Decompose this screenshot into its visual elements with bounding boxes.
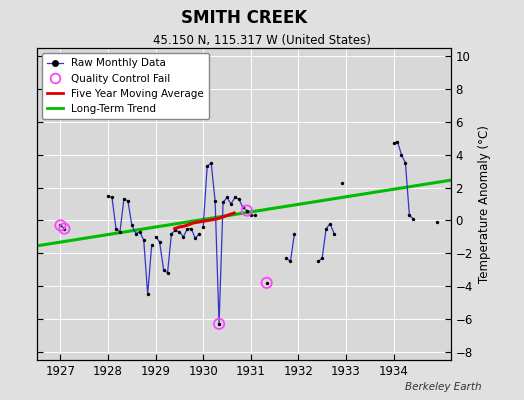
Point [171, 227, 180, 234]
Point [263, 280, 271, 286]
Point [401, 160, 410, 166]
Point [124, 198, 132, 204]
Point [243, 207, 251, 214]
Point [405, 212, 413, 219]
Point [394, 138, 402, 145]
Point [60, 226, 69, 232]
Legend: Raw Monthly Data, Quality Control Fail, Five Year Moving Average, Long-Term Tren: Raw Monthly Data, Quality Control Fail, … [42, 53, 209, 119]
Point [231, 194, 239, 201]
Point [175, 229, 183, 235]
Point [223, 194, 231, 201]
Point [215, 321, 223, 327]
Point [203, 163, 211, 170]
Point [215, 321, 223, 327]
Point [227, 201, 235, 207]
Point [136, 229, 144, 235]
Point [282, 255, 291, 261]
Point [247, 212, 255, 219]
Point [211, 198, 220, 204]
Point [183, 226, 192, 232]
Point [286, 258, 294, 265]
Point [191, 235, 200, 242]
Point [290, 230, 299, 237]
Point [116, 229, 124, 235]
Point [243, 207, 251, 214]
Point [330, 230, 339, 237]
Point [326, 220, 334, 227]
Point [156, 238, 164, 245]
Point [167, 230, 176, 237]
Title: SMITH CREEK: SMITH CREEK [181, 9, 307, 27]
Point [56, 222, 64, 228]
Point [314, 258, 322, 265]
Point [219, 199, 227, 206]
Point [207, 160, 215, 166]
Point [179, 234, 188, 240]
Text: 45.150 N, 115.317 W (United States): 45.150 N, 115.317 W (United States) [153, 34, 371, 47]
Point [187, 226, 195, 232]
Point [250, 212, 259, 219]
Point [199, 224, 208, 230]
Point [144, 291, 152, 298]
Point [338, 180, 346, 186]
Point [104, 192, 112, 199]
Text: Berkeley Earth: Berkeley Earth [406, 382, 482, 392]
Point [322, 226, 330, 232]
Y-axis label: Temperature Anomaly (°C): Temperature Anomaly (°C) [478, 125, 492, 283]
Point [238, 204, 247, 210]
Point [318, 255, 326, 261]
Point [397, 152, 406, 158]
Point [139, 237, 148, 243]
Point [163, 270, 172, 276]
Point [389, 140, 398, 146]
Point [235, 196, 243, 202]
Point [119, 196, 128, 202]
Point [151, 234, 160, 240]
Point [263, 280, 271, 286]
Point [195, 230, 203, 237]
Point [112, 226, 120, 232]
Point [108, 194, 116, 201]
Point [128, 222, 136, 228]
Point [60, 226, 69, 232]
Point [159, 266, 168, 273]
Point [147, 242, 156, 248]
Point [409, 216, 418, 222]
Point [433, 219, 441, 225]
Point [132, 230, 140, 237]
Point [56, 222, 64, 228]
